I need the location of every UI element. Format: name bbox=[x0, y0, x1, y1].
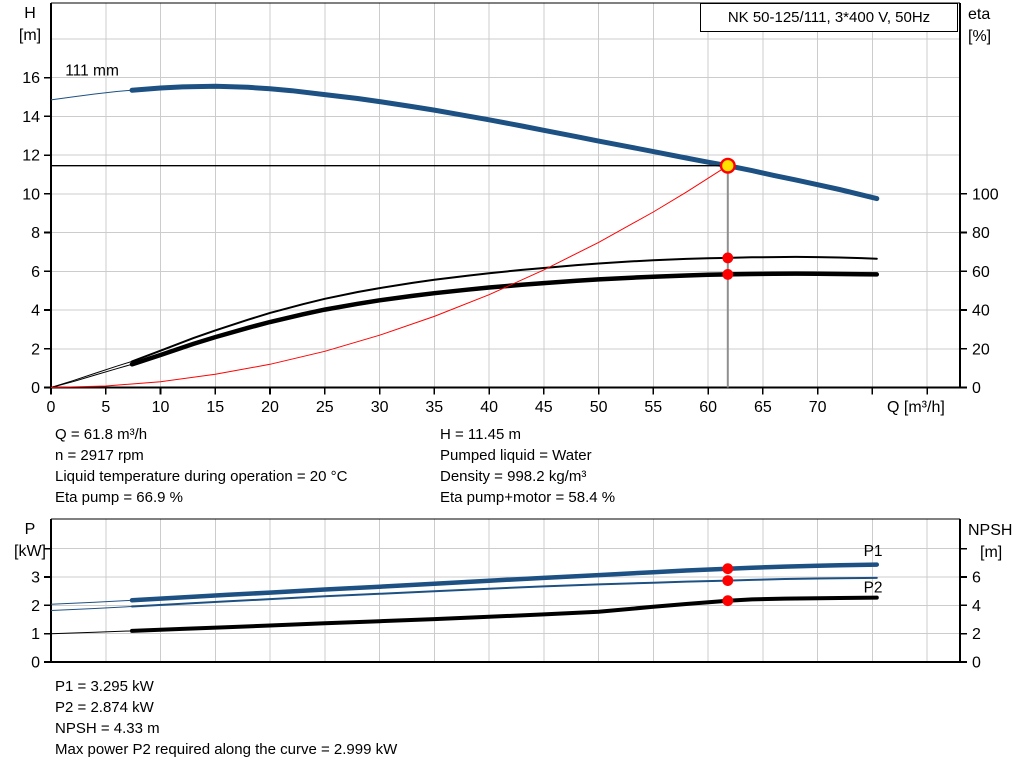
axis-label-y-left: H bbox=[24, 5, 36, 22]
duty-dot-marker bbox=[722, 563, 734, 575]
tick-label-y-left: 3 bbox=[31, 570, 40, 587]
chart-qh: 0 2 4 6 8 10 12 14 16 0 20 40 60 80 100 0 5 10 15 20 25 30 35 4… bbox=[19, 2, 999, 416]
axis-label-y-right: NPSH bbox=[968, 522, 1012, 539]
curve-label-p1: P1 bbox=[864, 543, 883, 560]
series-p2 bbox=[131, 576, 878, 608]
tick-label-y-right: 100 bbox=[972, 186, 999, 203]
info-p1: P1 = 3.295 kW bbox=[55, 678, 154, 695]
series-eta-pump-motor bbox=[129, 271, 880, 367]
info-pumped-liquid: Pumped liquid = Water bbox=[440, 447, 592, 464]
axis-label-y-right: eta bbox=[968, 6, 990, 23]
tick-label-y-right: 0 bbox=[972, 655, 981, 672]
series-111-mm-pump-curve-lead bbox=[50, 89, 133, 101]
tick-label-y-left: 2 bbox=[31, 598, 40, 615]
series-npsh-lead bbox=[50, 630, 133, 635]
power-info-block: P1 = 3.295 kW P2 = 2.874 kW NPSH = 4.33 … bbox=[55, 676, 397, 760]
chart-power: 0 1 2 3 0 2 4 6 P [kW] NPSH [m] P1 P2 bbox=[14, 518, 1012, 672]
info-npsh: NPSH = 4.33 m bbox=[55, 720, 160, 737]
tick-label-x: 35 bbox=[425, 399, 443, 416]
tick-label-x: 20 bbox=[261, 399, 279, 416]
duty-dot-marker bbox=[722, 575, 734, 586]
info-max-power: Max power P2 required along the curve = … bbox=[55, 741, 398, 758]
tick-label-y-left: 0 bbox=[31, 655, 40, 672]
tick-label-y-right: 60 bbox=[972, 264, 990, 281]
tick-label-y-left: 10 bbox=[22, 186, 40, 203]
tick-label-y-left: 1 bbox=[31, 626, 40, 643]
info-head: H = 11.45 m bbox=[440, 426, 522, 443]
tick-label-x: 70 bbox=[809, 399, 827, 416]
tick-label-x: 15 bbox=[206, 399, 224, 416]
series-eta-pump-motor-lead bbox=[50, 363, 133, 388]
tick-label-y-right: 40 bbox=[972, 303, 990, 320]
tick-label-y-right: 20 bbox=[972, 341, 990, 358]
series-111-mm-pump-curve bbox=[129, 83, 880, 202]
tick-label-y-left: 8 bbox=[31, 225, 40, 242]
duty-dot-marker bbox=[722, 269, 734, 280]
tick-label-y-left: 16 bbox=[22, 70, 40, 87]
tick-label-y-left: 6 bbox=[31, 264, 40, 281]
info-p2: P2 = 2.874 kW bbox=[55, 699, 154, 716]
info-eta-pump-motor: Eta pump+motor = 58.4 % bbox=[440, 489, 616, 506]
info-density: Density = 998.2 kg/m³ bbox=[440, 468, 587, 485]
tick-label-x: 65 bbox=[754, 399, 772, 416]
series-p2-lead bbox=[50, 606, 133, 611]
pump-title-box: NK 50-125/111, 3*400 V, 50Hz bbox=[700, 3, 958, 32]
axis-unit-y-right: [m] bbox=[980, 544, 1002, 561]
curve-label-p2: P2 bbox=[864, 580, 883, 597]
tick-label-x: 50 bbox=[590, 399, 608, 416]
tick-label-y-left: 0 bbox=[31, 380, 40, 397]
tick-label-x: 45 bbox=[535, 399, 553, 416]
tick-label-x: 40 bbox=[480, 399, 498, 416]
series-npsh bbox=[130, 595, 879, 633]
tick-label-y-left: 14 bbox=[22, 109, 40, 126]
tick-label-x: 25 bbox=[316, 399, 334, 416]
series-p1 bbox=[129, 562, 880, 603]
info-flow: Q = 61.8 m³/h bbox=[55, 426, 148, 443]
duty-info-right: H = 11.45 m Pumped liquid = Water Densit… bbox=[440, 424, 615, 508]
series-eta-pump bbox=[131, 255, 878, 363]
tick-label-y-left: 12 bbox=[22, 148, 40, 165]
duty-dot-marker bbox=[722, 595, 734, 607]
tick-label-y-left: 4 bbox=[31, 303, 40, 320]
tick-label-y-right: 0 bbox=[972, 380, 981, 397]
duty-info-left: Q = 61.8 m³/h n = 2917 rpm Liquid temper… bbox=[55, 424, 347, 508]
duty-dot-marker bbox=[722, 252, 734, 264]
info-eta-pump: Eta pump = 66.9 % bbox=[55, 489, 183, 506]
axis-label-x: Q [m³/h] bbox=[887, 399, 945, 416]
axis-unit-y-left: [kW] bbox=[14, 543, 46, 560]
tick-label-x: 5 bbox=[101, 399, 110, 416]
tick-label-y-right: 80 bbox=[972, 225, 990, 242]
tick-label-y-left: 2 bbox=[31, 341, 40, 358]
tick-label-y-right: 2 bbox=[972, 626, 981, 643]
info-speed: n = 2917 rpm bbox=[55, 447, 144, 464]
curve-label-111-mm: 111 mm bbox=[65, 63, 119, 80]
tick-label-x: 10 bbox=[152, 399, 170, 416]
tick-label-y-right: 4 bbox=[972, 598, 981, 615]
axis-unit-y-right: [%] bbox=[968, 28, 991, 45]
info-liquid-temperature: Liquid temperature during operation = 20… bbox=[55, 468, 348, 485]
series-p1-lead bbox=[50, 599, 133, 605]
tick-label-x: 55 bbox=[644, 399, 662, 416]
pump-title: NK 50-125/111, 3*400 V, 50Hz bbox=[727, 9, 931, 26]
series-eta-pump-lead bbox=[50, 360, 133, 388]
tick-label-x: 0 bbox=[47, 399, 56, 416]
duty-point-marker bbox=[719, 157, 736, 174]
series-system-curve bbox=[50, 165, 729, 388]
axis-unit-y-left: [m] bbox=[19, 27, 41, 44]
tick-label-x: 30 bbox=[371, 399, 389, 416]
tick-label-y-right: 6 bbox=[972, 570, 981, 587]
tick-label-x: 60 bbox=[699, 399, 717, 416]
axis-label-y-left: P bbox=[25, 521, 36, 538]
